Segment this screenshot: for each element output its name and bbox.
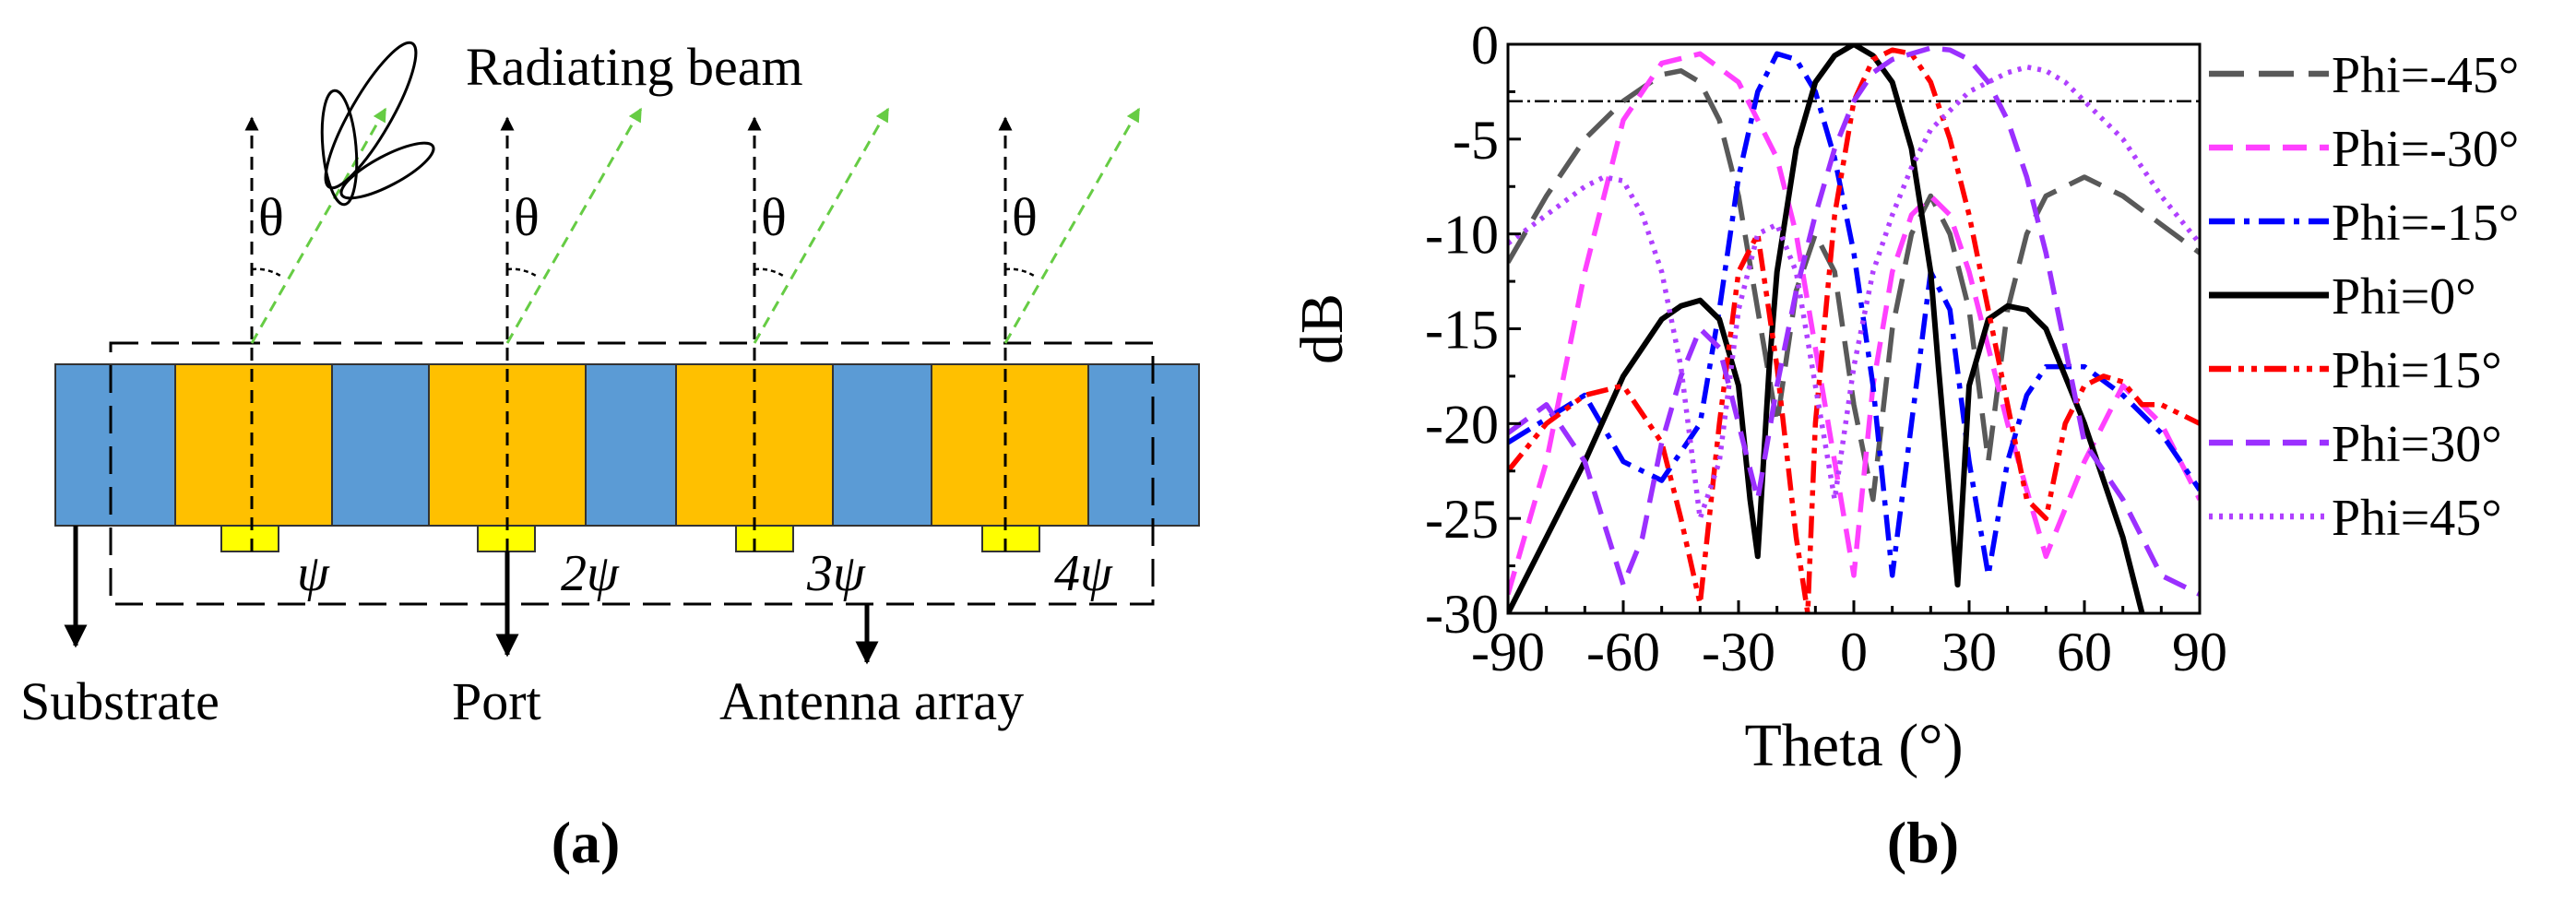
radiating-beam-title: Radiating beam bbox=[466, 37, 803, 97]
beam-arrow-2 bbox=[505, 107, 643, 344]
phase-label-1: ψ bbox=[297, 545, 330, 602]
series-line-0 bbox=[1508, 68, 2200, 503]
x-tick-label: -60 bbox=[1586, 622, 1660, 682]
x-tick-label: -30 bbox=[1702, 622, 1775, 682]
caption-a: (a) bbox=[552, 810, 621, 875]
feed-3 bbox=[735, 525, 794, 552]
legend-label-4: Phi=15° bbox=[2332, 342, 2502, 399]
series-line-1 bbox=[1508, 51, 2200, 596]
patch-4 bbox=[931, 363, 1089, 527]
beam-arrow-1 bbox=[250, 107, 387, 344]
plot-frame bbox=[1506, 42, 2202, 615]
panel-b: -90 -60 -30 0 30 60 90 0 -5 -10 -15 -20 -25 -30 Theta … bbox=[1288, 15, 2519, 875]
phase-label-4: 4ψ bbox=[1054, 545, 1113, 602]
feed-1 bbox=[220, 525, 279, 552]
legend-label-5: Phi=30° bbox=[2332, 416, 2502, 473]
x-axis-label: Theta (°) bbox=[1744, 712, 1963, 779]
plot-area: -90 -60 -30 0 30 60 90 0 -5 -10 -15 -20 -25 -30 Theta … bbox=[1288, 15, 2519, 779]
beam-arrow-3 bbox=[753, 107, 890, 344]
phase-label-2: 2ψ bbox=[561, 545, 620, 602]
panel-a: Radiating beam θ θ θ θ ψ 2ψ 3ψ 4ψ Substr… bbox=[20, 37, 1200, 875]
theta-arc-4 bbox=[1004, 267, 1035, 278]
series-line-4 bbox=[1508, 47, 2200, 613]
array-outline bbox=[109, 341, 1155, 606]
y-tick-label: 0 bbox=[1471, 15, 1499, 76]
y-axis-label: dB bbox=[1288, 293, 1356, 364]
beam-arrow-4 bbox=[1003, 107, 1141, 344]
x-tick-label: -90 bbox=[1471, 622, 1545, 682]
series-line-5 bbox=[1508, 45, 2200, 597]
port-label: Port bbox=[452, 671, 541, 731]
x-tick-label: 30 bbox=[1941, 622, 1997, 682]
x-tick-label: 90 bbox=[2172, 622, 2227, 682]
caption-b: (b) bbox=[1887, 810, 1959, 875]
legend-label-6: Phi=45° bbox=[2332, 490, 2502, 547]
series-line-6 bbox=[1508, 64, 2200, 521]
theta-label-4: θ bbox=[1012, 187, 1038, 247]
y-tick-label: -25 bbox=[1425, 489, 1499, 550]
theta-arc-2 bbox=[506, 267, 537, 278]
y-tick-label: -5 bbox=[1453, 110, 1499, 171]
phase-label-3: 3ψ bbox=[806, 545, 866, 602]
series-line-2 bbox=[1508, 51, 2200, 578]
theta-arc-1 bbox=[251, 267, 281, 278]
legend-label-2: Phi=-15° bbox=[2332, 195, 2519, 252]
y-tick-label: -30 bbox=[1425, 584, 1499, 645]
legend-label-1: Phi=-30° bbox=[2332, 121, 2519, 178]
y-tick-label: -15 bbox=[1425, 300, 1499, 361]
legend-label-0: Phi=-45° bbox=[2332, 47, 2519, 104]
patch-1 bbox=[174, 363, 333, 527]
theta-label-3: θ bbox=[761, 187, 787, 247]
y-tick-label: -20 bbox=[1425, 394, 1499, 455]
legend-label-3: Phi=0° bbox=[2332, 268, 2476, 326]
x-tick-label: 0 bbox=[1840, 622, 1868, 682]
x-tick-label: 60 bbox=[2057, 622, 2112, 682]
theta-label-2: θ bbox=[514, 187, 540, 247]
theta-arc-3 bbox=[754, 267, 784, 278]
substrate-label: Substrate bbox=[20, 671, 220, 731]
antenna-array-label: Antenna array bbox=[719, 671, 1024, 731]
y-tick-label: -10 bbox=[1425, 205, 1499, 266]
series-group bbox=[1508, 44, 2200, 613]
radiation-pattern-icon bbox=[320, 41, 435, 207]
series-line-3 bbox=[1508, 44, 2145, 613]
feed-4 bbox=[981, 525, 1040, 552]
theta-label-1: θ bbox=[258, 187, 284, 247]
